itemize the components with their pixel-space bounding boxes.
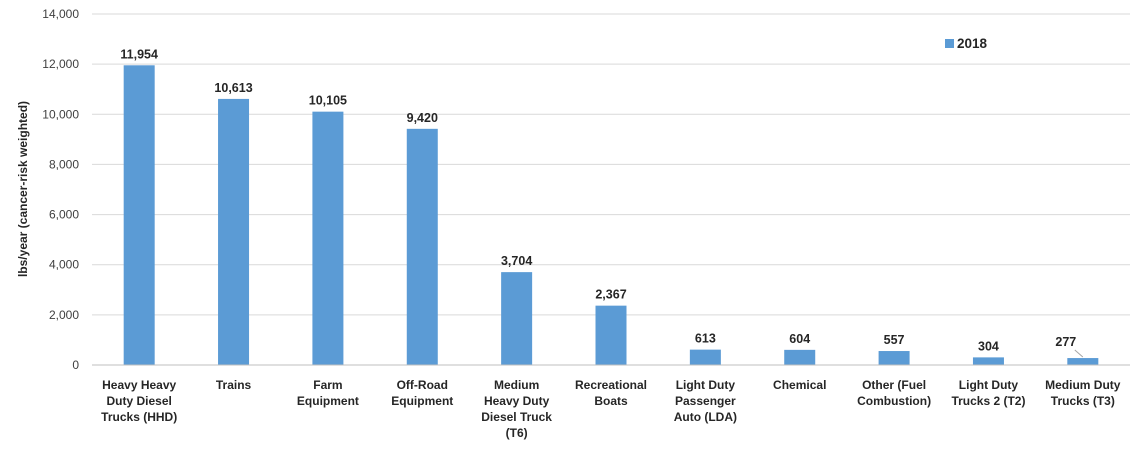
bar [878,351,910,365]
data-label: 10,613 [214,81,252,95]
data-label: 2,367 [595,288,626,302]
data-label: 613 [695,332,716,346]
y-tick-label: 0 [72,358,79,372]
data-label: 557 [884,333,905,347]
y-tick-label: 8,000 [49,157,79,171]
y-tick-label: 10,000 [42,107,79,121]
bar [595,305,627,365]
bar [501,272,533,365]
y-tick-label: 14,000 [42,7,79,21]
y-axis-label: lbs/year (cancer-risk weighted) [16,101,30,277]
x-tick-label: Other (Fuel Combustion) [857,378,931,408]
bars [123,65,1099,365]
data-label-leader [1074,349,1084,358]
data-label: 9,420 [407,111,438,125]
x-tick-label: Off-Road Equipment [391,378,453,408]
labels: 0 2,000 4,000 6,000 8,000 10,000 12,000 14,000 1… [42,7,1121,440]
data-label: 3,704 [501,254,532,268]
data-label: 304 [978,339,999,353]
y-tick-label: 2,000 [49,308,79,322]
y-tick-label: 4,000 [49,258,79,272]
bar [406,128,438,365]
x-tick-label: Medium Heavy Duty Diesel Truck (T6) [481,378,552,440]
x-tick-label: Heavy Heavy Duty Diesel Trucks (HHD) [101,378,177,424]
data-label: 10,105 [309,94,347,108]
y-tick-label: 6,000 [49,208,79,222]
x-tick-label: Light Duty Trucks 2 (T2) [951,378,1025,408]
gridlines [92,13,1130,316]
data-label: 277 [1055,335,1076,349]
bar [784,349,816,365]
bar [689,349,721,365]
legend-swatch [945,39,954,48]
x-tick-label: Medium Duty Trucks (T3) [1045,378,1121,408]
x-tick-label: Trains [216,378,252,392]
data-label: 604 [789,332,810,346]
data-label: 11,954 [120,47,158,61]
bar [123,65,155,365]
x-tick-label: Farm Equipment [297,378,359,408]
legend-label: 2018 [957,36,988,51]
x-tick-label: Light Duty Passenger Auto (LDA) [674,378,737,424]
bar [1067,358,1099,365]
x-tick-label: Chemical [773,378,826,392]
x-tick-label: Recreational Boats [575,378,647,408]
bar [972,357,1004,365]
legend: 2018 [945,36,988,51]
y-tick-label: 12,000 [42,57,79,71]
bar [312,111,344,365]
bar [218,98,250,365]
